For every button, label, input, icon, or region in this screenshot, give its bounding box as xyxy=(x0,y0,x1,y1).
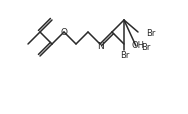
Text: OH: OH xyxy=(131,40,144,49)
Text: O: O xyxy=(61,27,67,36)
Text: N: N xyxy=(97,41,103,50)
Text: Br: Br xyxy=(141,43,150,52)
Text: Br: Br xyxy=(120,51,130,60)
Text: Br: Br xyxy=(146,28,155,37)
